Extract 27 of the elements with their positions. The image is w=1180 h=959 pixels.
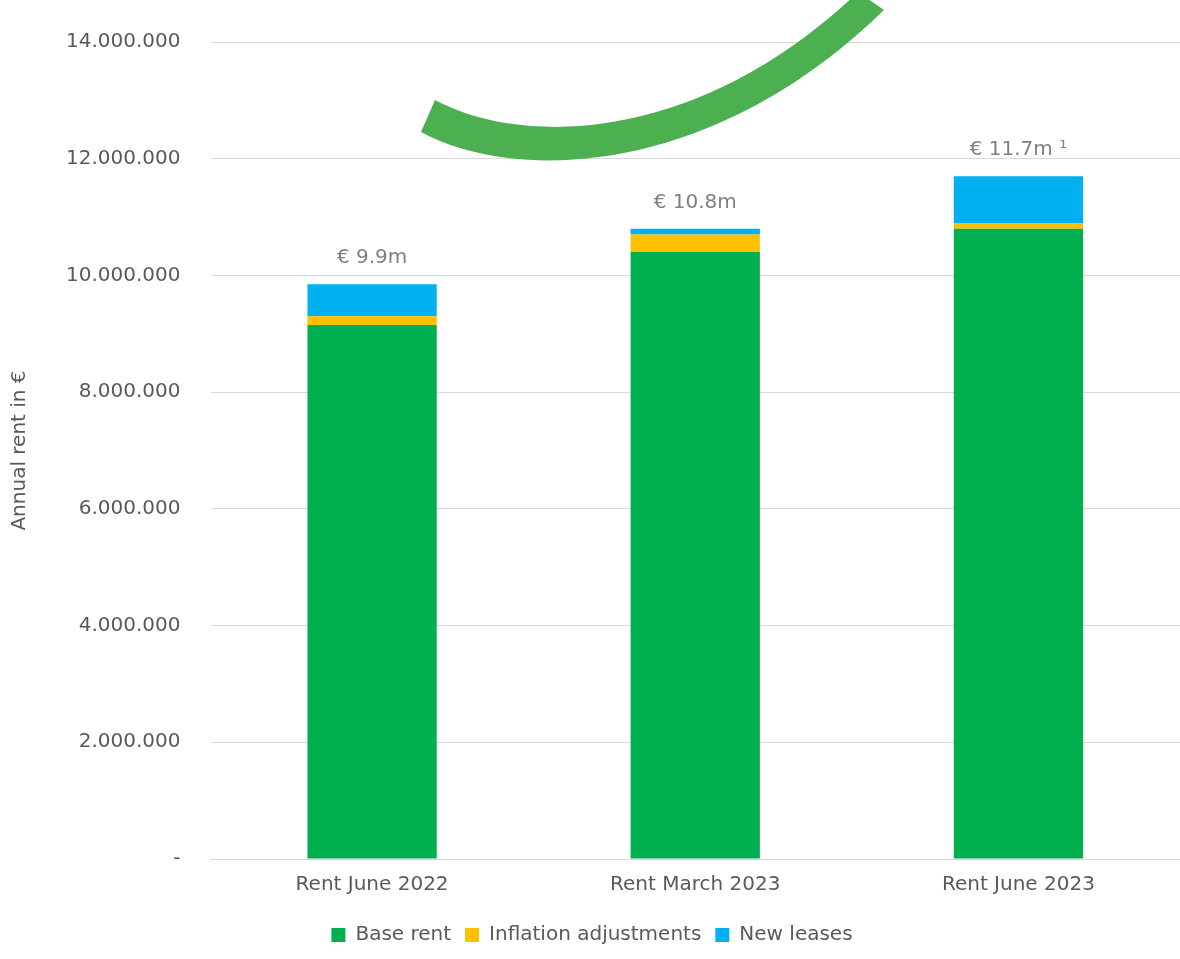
bar (953, 222, 1084, 229)
bar (630, 252, 760, 859)
y-tick-label: 14.000.000 (66, 28, 181, 53)
bar (953, 228, 1084, 859)
y-tick-label: 6.000.000 (78, 495, 181, 520)
y-tick-label: 10.000.000 (66, 261, 181, 286)
bar (307, 316, 437, 326)
bar (630, 228, 760, 235)
x-tick-label: Rent June 2022 (295, 871, 449, 896)
bar (307, 325, 437, 859)
y-tick-label: 12.000.000 (66, 144, 181, 169)
legend-label: New leases (739, 921, 853, 946)
total-label: € 9.9m (336, 244, 408, 269)
bar (307, 284, 437, 317)
y-tick-label: - (173, 845, 181, 870)
x-tick-label: Rent June 2023 (941, 871, 1095, 896)
bar (630, 234, 760, 253)
y-tick-label: 4.000.000 (78, 611, 181, 636)
legend-label: Inflation adjustments (489, 921, 702, 946)
total-label: € 11.7m ¹ (969, 136, 1068, 161)
x-tick-label: Rent March 2023 (610, 871, 781, 896)
bar (953, 176, 1084, 223)
y-tick-label: 2.000.000 (78, 728, 181, 753)
legend-label: Base rent (355, 921, 452, 946)
total-label: € 10.8m (653, 188, 737, 213)
y-tick-label: 8.000.000 (78, 378, 181, 403)
y-axis-title: Annual rent in € (6, 370, 31, 531)
